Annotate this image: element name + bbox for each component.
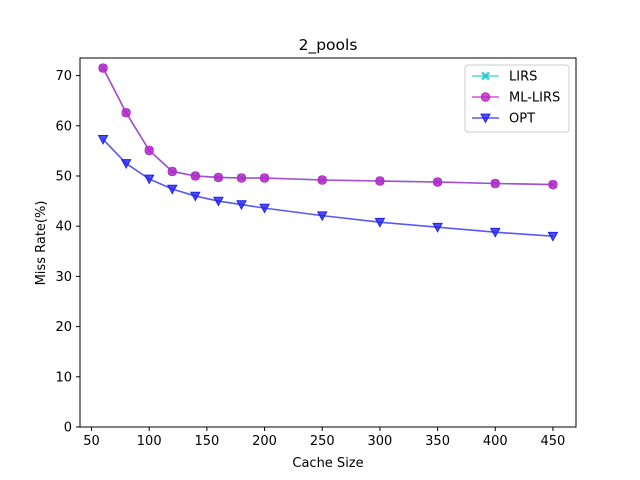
x-tick-label: 350: [425, 434, 450, 449]
marker-stroke: [481, 71, 490, 81]
data-point: [374, 217, 386, 228]
x-tick-label: 250: [310, 434, 335, 449]
data-point: [490, 178, 500, 189]
data-point: [167, 166, 177, 177]
x-tick-label: 400: [483, 434, 508, 449]
series-opt: [97, 135, 559, 242]
x-tick-label: 50: [83, 434, 100, 449]
data-point: [143, 174, 155, 185]
data-point: [316, 211, 328, 222]
data-point: [190, 191, 201, 202]
data-point: [489, 227, 501, 238]
x-tick-label: 300: [367, 434, 392, 449]
x-tick-label: 200: [252, 434, 277, 449]
y-tick-label: 70: [55, 69, 72, 84]
x-tick-label: 450: [541, 434, 566, 449]
legend-label: LIRS: [509, 70, 537, 85]
legend-swatch-marker: [481, 71, 490, 81]
data-point: [121, 108, 131, 118]
legend-swatch-marker: [480, 113, 491, 124]
data-point: [432, 222, 443, 233]
data-point: [317, 175, 327, 185]
y-tick-label: 60: [55, 119, 72, 134]
y-axis-label: Miss Rate(%): [34, 201, 49, 286]
y-tick-label: 30: [55, 270, 72, 285]
data-point: [166, 184, 178, 195]
y-tick-label: 40: [55, 220, 72, 235]
x-axis-label: Cache Size: [292, 456, 363, 471]
data-point: [190, 171, 201, 181]
x-tick-label: 100: [137, 434, 162, 449]
data-point: [213, 172, 224, 183]
y-tick-label: 10: [55, 370, 72, 385]
plot-area: 50 100 150 200 250 300 350 400 450 0 10 20 30 40 50 60 7…: [55, 57, 577, 449]
data-point: [236, 173, 247, 183]
chart-title: 2_pools: [299, 36, 358, 55]
y-tick-label: 50: [55, 169, 72, 184]
legend-label: OPT: [509, 112, 535, 127]
y-tick-label: 0: [64, 421, 72, 436]
legend: LIRS ML-LIRS OPT: [464, 64, 570, 133]
data-point: [236, 200, 247, 211]
data-point: [120, 159, 132, 169]
legend-item: ML-LIRS: [472, 91, 560, 106]
data-point: [375, 176, 385, 186]
data-point: [547, 231, 559, 242]
data-point: [548, 179, 558, 190]
y-tick-label: 20: [55, 320, 72, 335]
data-point: [144, 145, 154, 156]
legend-item: OPT: [472, 112, 535, 127]
data-point: [259, 173, 270, 183]
data-point: [432, 177, 443, 187]
legend-frame: [464, 64, 570, 133]
x-tick-label: 150: [194, 434, 219, 449]
legend-swatch-marker: [480, 92, 491, 102]
data-point: [97, 135, 109, 145]
series-ml-lirs: [98, 63, 558, 190]
data-point: [213, 196, 224, 207]
axes-frame: [79, 57, 577, 428]
data-point: [98, 63, 108, 73]
data-point: [259, 203, 270, 214]
legend-label: ML-LIRS: [509, 91, 560, 106]
legend-item: LIRS: [472, 70, 537, 85]
